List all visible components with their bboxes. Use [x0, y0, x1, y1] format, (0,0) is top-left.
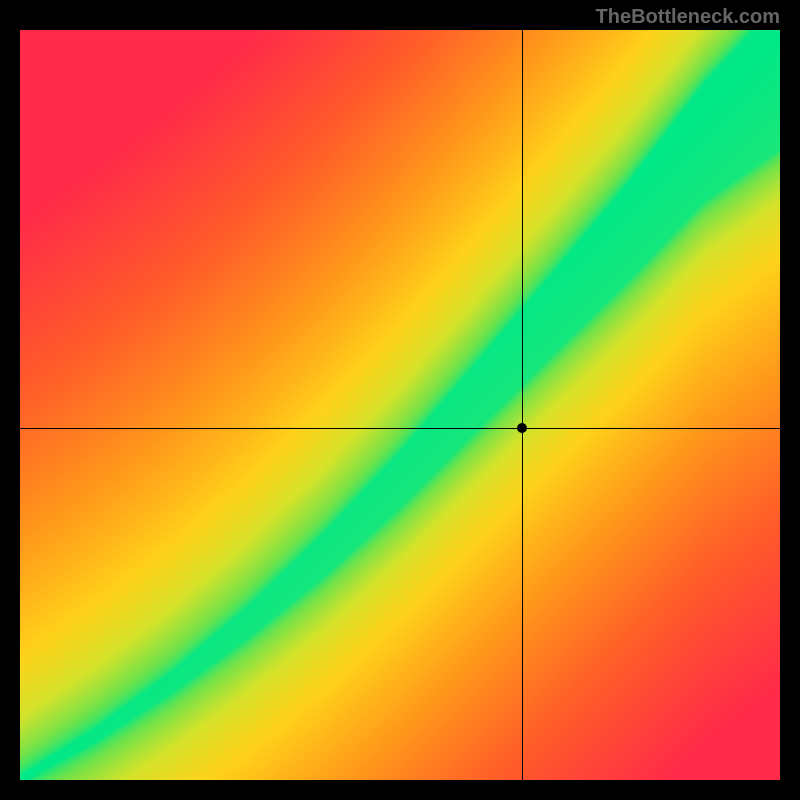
bottleneck-heatmap [20, 30, 780, 780]
watermark-text: TheBottleneck.com [596, 6, 780, 29]
crosshair-horizontal [20, 428, 780, 429]
selection-marker[interactable] [517, 423, 527, 433]
crosshair-vertical [522, 30, 523, 780]
heatmap-canvas [20, 30, 780, 780]
